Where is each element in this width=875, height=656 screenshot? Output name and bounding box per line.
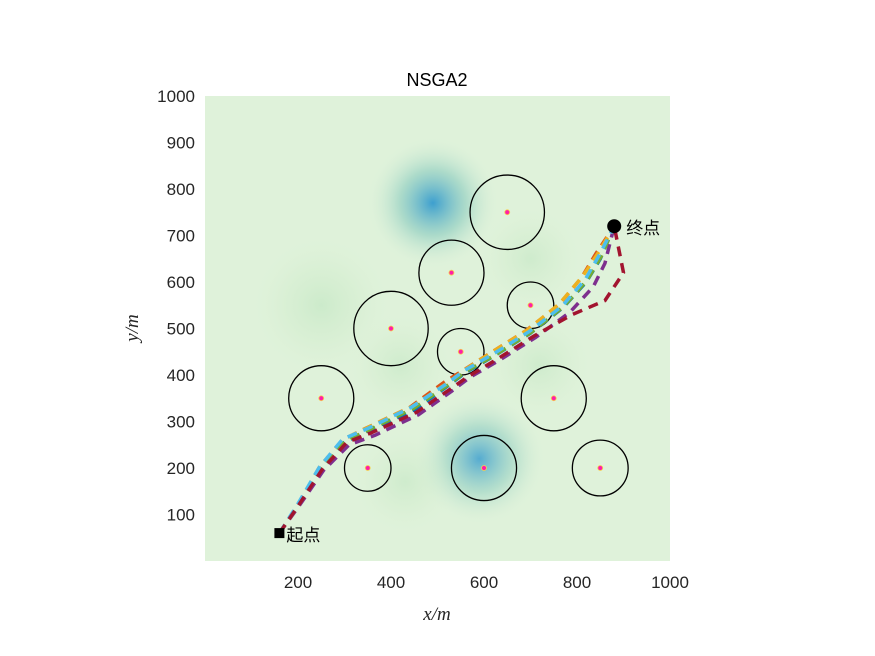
x-axis: 200 400 600 800 1000 [284,573,689,592]
y-tick-label: 200 [167,459,195,478]
obstacle-circle [520,365,587,432]
x-tick-label: 400 [377,573,405,592]
obstacle-circle [343,444,392,492]
x-tick-label: 600 [470,573,498,592]
obstacle-center [481,465,487,471]
field-blob [485,311,595,421]
obstacle-circle [288,365,355,432]
path-path4 [277,225,616,535]
obstacle-center [388,325,394,332]
y-tick-label: 100 [167,506,195,525]
obstacle-center [504,209,511,216]
x-tick-label: 1000 [651,573,689,592]
y-tick-label: 900 [167,134,195,153]
obstacle-center [364,465,371,471]
obstacle-circle [450,434,518,502]
field-blob [345,311,455,421]
start-label: 起点 [286,526,320,546]
field-blob [476,204,585,314]
obstacle-center [457,348,464,355]
x-tick-label: 800 [563,573,591,592]
paths [277,225,626,535]
field-blob [366,136,500,270]
obstacle-circle [418,239,485,306]
obstacle-circle [353,290,429,367]
chart-title: NSGA2 [406,70,467,90]
obstacle-center [527,302,534,309]
goal-marker [607,219,622,234]
x-tick-label: 200 [284,573,312,592]
y-tick-label: 700 [167,227,195,246]
path-path7 [277,225,626,535]
path-path6 [277,225,616,535]
obstacle-center [448,269,455,276]
y-tick-label: 600 [167,273,195,292]
obstacle-center [597,465,604,471]
obstacle-circle [571,439,629,497]
y-tick-label: 800 [167,180,195,199]
field-blob [350,427,460,537]
y-tick-label: 400 [167,366,195,385]
y-tick-label: 500 [167,320,195,339]
obstacle-circle [469,174,546,251]
goal-label: 终点 [626,219,660,239]
y-axis-label: y/m [122,314,143,343]
y-axis: 100 200 300 400 500 600 700 800 900 1000 [157,87,195,525]
x-axis-label: x/m [422,604,450,625]
markers [274,219,622,539]
y-tick-label: 300 [167,413,195,432]
obstacle-center [318,395,325,402]
obstacle-center [550,395,557,402]
y-tick-label: 1000 [157,87,195,106]
start-marker [274,528,285,539]
path-path5 [277,225,616,535]
